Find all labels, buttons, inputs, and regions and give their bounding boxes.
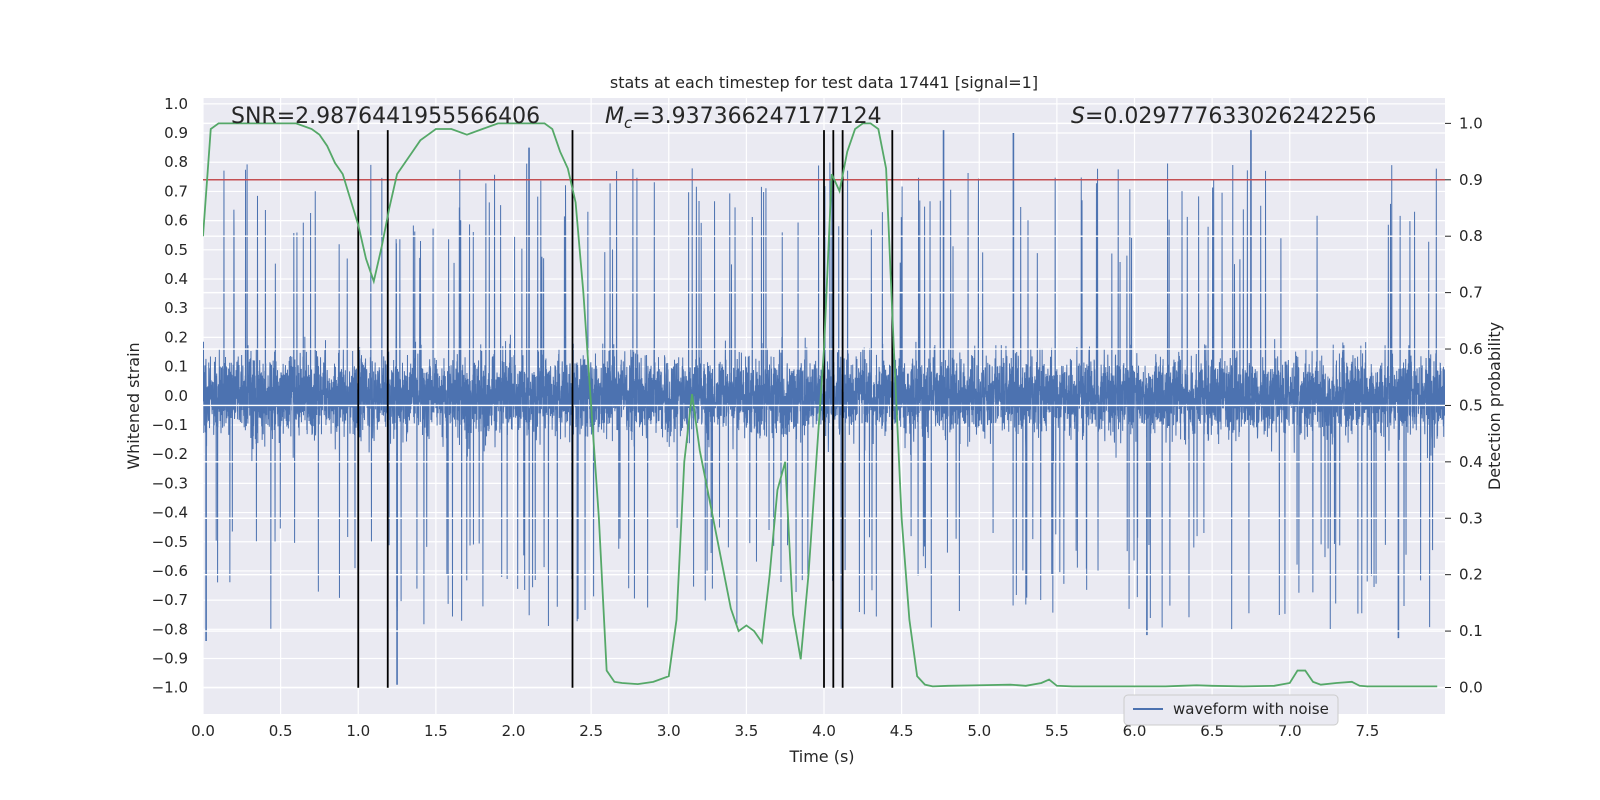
x-tick-label: 2.0 xyxy=(502,722,526,740)
y-right-tick-label: 0.6 xyxy=(1459,340,1483,358)
x-tick-label: 4.5 xyxy=(890,722,914,740)
x-tick-label: 3.0 xyxy=(657,722,681,740)
plot-content xyxy=(203,122,1445,689)
y-left-tick-label: −0.8 xyxy=(152,620,188,638)
y-left-tick-label: 0.2 xyxy=(164,328,188,346)
legend-box xyxy=(1123,694,1339,726)
x-tick-label: 6.0 xyxy=(1123,722,1147,740)
y-left-tick-label: 0.4 xyxy=(164,270,188,288)
x-axis-label: Time (s) xyxy=(788,747,854,766)
y-right-axis-label: Detection probability xyxy=(1485,322,1504,490)
y-left-tick-label: 0.5 xyxy=(164,241,188,259)
y-left-tick-label: −1.0 xyxy=(152,679,188,697)
s-symbol: S xyxy=(1071,104,1085,129)
y-left-tick-label: 0.1 xyxy=(164,358,188,376)
y-left-tick-label: 0.7 xyxy=(164,182,188,200)
chart-title: stats at each timestep for test data 174… xyxy=(610,73,1038,92)
mc-subscript: c xyxy=(624,114,633,132)
y-right-tick-label: 0.8 xyxy=(1459,227,1483,245)
y-left-tick-label: −0.9 xyxy=(152,650,188,668)
mc-value: =3.937366247177124 xyxy=(632,104,881,129)
y-left-tick-label: 0.8 xyxy=(164,153,188,171)
x-tick-label: 0.5 xyxy=(269,722,293,740)
y-right-tick-label: 0.7 xyxy=(1459,284,1483,302)
legend: waveform with noise xyxy=(1123,694,1339,726)
y-left-tick-label: −0.7 xyxy=(152,591,188,609)
y-left-tick-label: 0.3 xyxy=(164,299,188,317)
legend-waveform-label: waveform with noise xyxy=(1173,700,1329,718)
y-left-tick-label: 0.9 xyxy=(164,124,188,142)
y-left-tick-label: 0.6 xyxy=(164,212,188,230)
y-left-tick-label: 1.0 xyxy=(164,95,188,113)
y-left-tick-label: −0.3 xyxy=(152,474,188,492)
y-right-tick-label: 0.1 xyxy=(1459,622,1483,640)
y-right-tick-label: 1.0 xyxy=(1459,114,1483,132)
y-left-tick-label: −0.6 xyxy=(152,562,188,580)
y-right-ticks: 1.0 0.9 0.8 0.7 0.6 0.5 0.4 0.3 0.2 0.1 0.0 xyxy=(1445,114,1483,696)
x-tick-label: 6.5 xyxy=(1200,722,1224,740)
y-right-tick-label: 0.3 xyxy=(1459,509,1483,527)
x-tick-label: 1.5 xyxy=(424,722,448,740)
mc-annotation: Mc=3.937366247177124 xyxy=(605,104,882,132)
probability-series xyxy=(203,122,1438,688)
y-right-tick-label: 0.4 xyxy=(1459,453,1483,471)
x-tick-label: 5.5 xyxy=(1045,722,1069,740)
y-right-tick-label: 0.2 xyxy=(1459,566,1483,584)
s-value: =0.029777633026242256 xyxy=(1085,104,1376,129)
y-left-axis-label: Whitened strain xyxy=(124,342,143,469)
x-tick-label: 3.5 xyxy=(734,722,758,740)
x-tick-label: 1.0 xyxy=(346,722,370,740)
x-tick-label: 7.5 xyxy=(1355,722,1379,740)
s-annotation: S=0.029777633026242256 xyxy=(1071,104,1376,129)
x-tick-label: 0.0 xyxy=(191,722,215,740)
x-tick-label: 7.0 xyxy=(1278,722,1302,740)
y-left-tick-label: −0.2 xyxy=(152,445,188,463)
y-left-tick-label: −0.4 xyxy=(152,504,188,522)
x-tick-label: 5.0 xyxy=(967,722,991,740)
y-left-tick-label: 0.0 xyxy=(164,387,188,405)
x-tick-label: 2.5 xyxy=(579,722,603,740)
x-ticks: 0.0 0.5 1.0 1.5 2.0 2.5 3.0 3.5 4.0 4.5 5.0 5.5 6.0 6… xyxy=(191,722,1379,740)
snr-annotation: SNR=2.9876441955566406 xyxy=(231,104,540,129)
y-right-tick-label: 0.5 xyxy=(1459,396,1483,414)
y-left-ticks: 1.0 0.9 0.8 0.7 0.6 0.5 0.4 0.3 0.2 0.1 0.0 −0.1 −0.… xyxy=(152,95,188,697)
x-tick-label: 4.0 xyxy=(812,722,836,740)
mc-symbol: M xyxy=(605,104,624,129)
y-left-tick-label: −0.1 xyxy=(152,416,188,434)
y-right-tick-label: 0.0 xyxy=(1459,678,1483,696)
y-right-tick-label: 0.9 xyxy=(1459,171,1483,189)
y-left-tick-label: −0.5 xyxy=(152,533,188,551)
